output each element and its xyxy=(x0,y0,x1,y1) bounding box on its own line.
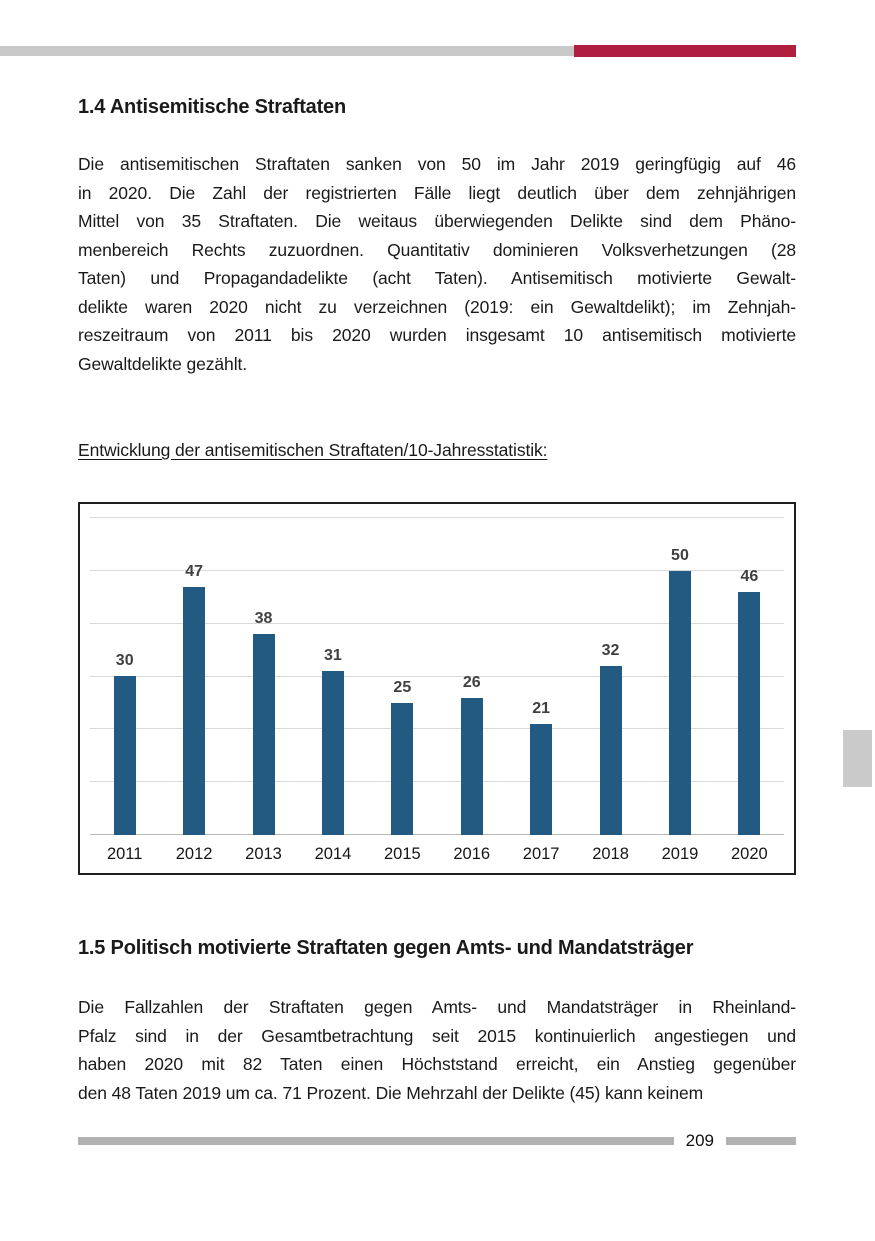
x-tick-label: 2015 xyxy=(383,844,421,863)
x-tick-label: 2014 xyxy=(314,844,352,863)
section-1-4-paragraph: Die antisemitischen Straftaten sanken vo… xyxy=(78,150,796,378)
chart-column: 30 xyxy=(90,518,159,835)
paragraph-line: Taten) und Propagandadelikte (acht Taten… xyxy=(78,268,796,288)
bar xyxy=(391,703,414,835)
bar xyxy=(183,587,206,835)
x-tick-label: 2020 xyxy=(731,844,768,863)
paragraph-line: Gewaltdelikte gezählt. xyxy=(78,353,248,374)
bar xyxy=(599,666,622,835)
chart-column: 32 xyxy=(576,518,645,835)
page-footer: 209 xyxy=(78,1130,796,1152)
bar xyxy=(530,724,553,835)
footer-rule-left xyxy=(78,1137,674,1145)
top-accent-bar-red xyxy=(574,45,796,57)
chart-column: 21 xyxy=(506,518,575,835)
bar xyxy=(252,634,275,835)
x-tick-label: 2018 xyxy=(592,844,629,863)
section-1-5-paragraph: Die Fallzahlen der Straftaten gegen Amts… xyxy=(78,993,796,1107)
paragraph-line: reszeitraum von 2011 bis 2020 wurden ins… xyxy=(78,325,796,345)
x-tick-label: 2017 xyxy=(522,844,560,863)
x-tick-label: 2012 xyxy=(175,844,213,863)
page-edge-tab xyxy=(843,730,872,787)
paragraph-line: haben 2020 mit 82 Taten einen Höchststan… xyxy=(78,1054,796,1074)
chart-plot-area: 30 47 38 31 25 26 21 32 50 46 xyxy=(90,517,784,835)
gridline xyxy=(90,622,784,624)
chart-column: 46 xyxy=(715,518,784,835)
bar-value-label: 47 xyxy=(185,563,203,580)
chart-baseline xyxy=(90,834,784,835)
chart-column: 47 xyxy=(159,518,228,835)
content-column: 1.4 Antisemitische Straftaten Die antise… xyxy=(78,0,796,1107)
gridline xyxy=(90,675,784,677)
paragraph-line: den 48 Taten 2019 um ca. 71 Prozent. Die… xyxy=(78,1082,704,1103)
paragraph-line: delikte waren 2020 nicht zu verzeichnen … xyxy=(78,296,796,317)
bar-value-label: 21 xyxy=(532,700,551,717)
section-heading-1-5: 1.5 Politisch motivierte Straftaten gege… xyxy=(78,937,694,959)
chart-caption: Entwicklung der antisemitischen Straftat… xyxy=(78,440,548,460)
paragraph-line: Die antisemitischen Straftaten sanken vo… xyxy=(78,154,796,174)
paragraph-line: in 2020. Die Zahl der registrierten Fäll… xyxy=(78,182,796,203)
bar-value-label: 32 xyxy=(601,642,620,659)
bar xyxy=(668,571,691,835)
x-tick-label: 2019 xyxy=(661,844,699,863)
x-tick-label: 2011 xyxy=(106,844,143,863)
gridline xyxy=(90,728,784,730)
paragraph-line: Die Fallzahlen der Straftaten gegen Amts… xyxy=(78,997,796,1017)
chart-column: 31 xyxy=(298,518,367,835)
chart-x-axis: 2011 2012 2013 2014 2015 2016 2017 2018 2019 2020 xyxy=(90,835,784,873)
gridline xyxy=(90,781,784,783)
footer-rule-right xyxy=(726,1137,796,1145)
chart-column: 25 xyxy=(368,518,437,835)
gridline xyxy=(90,517,784,518)
bar-value-label: 38 xyxy=(254,610,273,627)
x-tick-label: 2016 xyxy=(453,844,491,863)
chart-column: 38 xyxy=(229,518,298,835)
page-number: 209 xyxy=(685,1131,714,1150)
chart-column: 26 xyxy=(437,518,506,835)
section-heading-1-4: 1.4 Antisemitische Straftaten xyxy=(78,96,346,118)
bar-value-label: 31 xyxy=(324,647,342,664)
x-tick-label: 2013 xyxy=(245,844,282,863)
bar xyxy=(321,671,344,835)
chart-columns: 30 47 38 31 25 26 21 32 50 46 xyxy=(90,518,784,835)
bar xyxy=(738,592,761,835)
bar xyxy=(113,676,136,835)
paragraph-line: Mittel von 35 Straftaten. Die weitaus üb… xyxy=(78,211,796,231)
bar-value-label: 26 xyxy=(462,674,481,691)
bar-value-label: 25 xyxy=(393,679,412,696)
top-accent-bar-gray xyxy=(0,46,574,56)
chart-column: 50 xyxy=(645,518,714,835)
bar-chart: 30 47 38 31 25 26 21 32 50 46 2011 2012 2013 2014 201… xyxy=(78,502,796,875)
paragraph-line: Pfalz sind in der Gesamtbetrachtung seit… xyxy=(78,1025,796,1046)
top-accent-bar xyxy=(0,45,796,57)
bar-value-label: 50 xyxy=(671,547,689,564)
paragraph-line: menbereich Rechts zuzuordnen. Quantitati… xyxy=(78,239,796,260)
bar-value-label: 30 xyxy=(115,652,134,669)
bar-value-label: 46 xyxy=(740,568,759,585)
bar xyxy=(460,698,483,835)
gridline xyxy=(90,569,784,571)
